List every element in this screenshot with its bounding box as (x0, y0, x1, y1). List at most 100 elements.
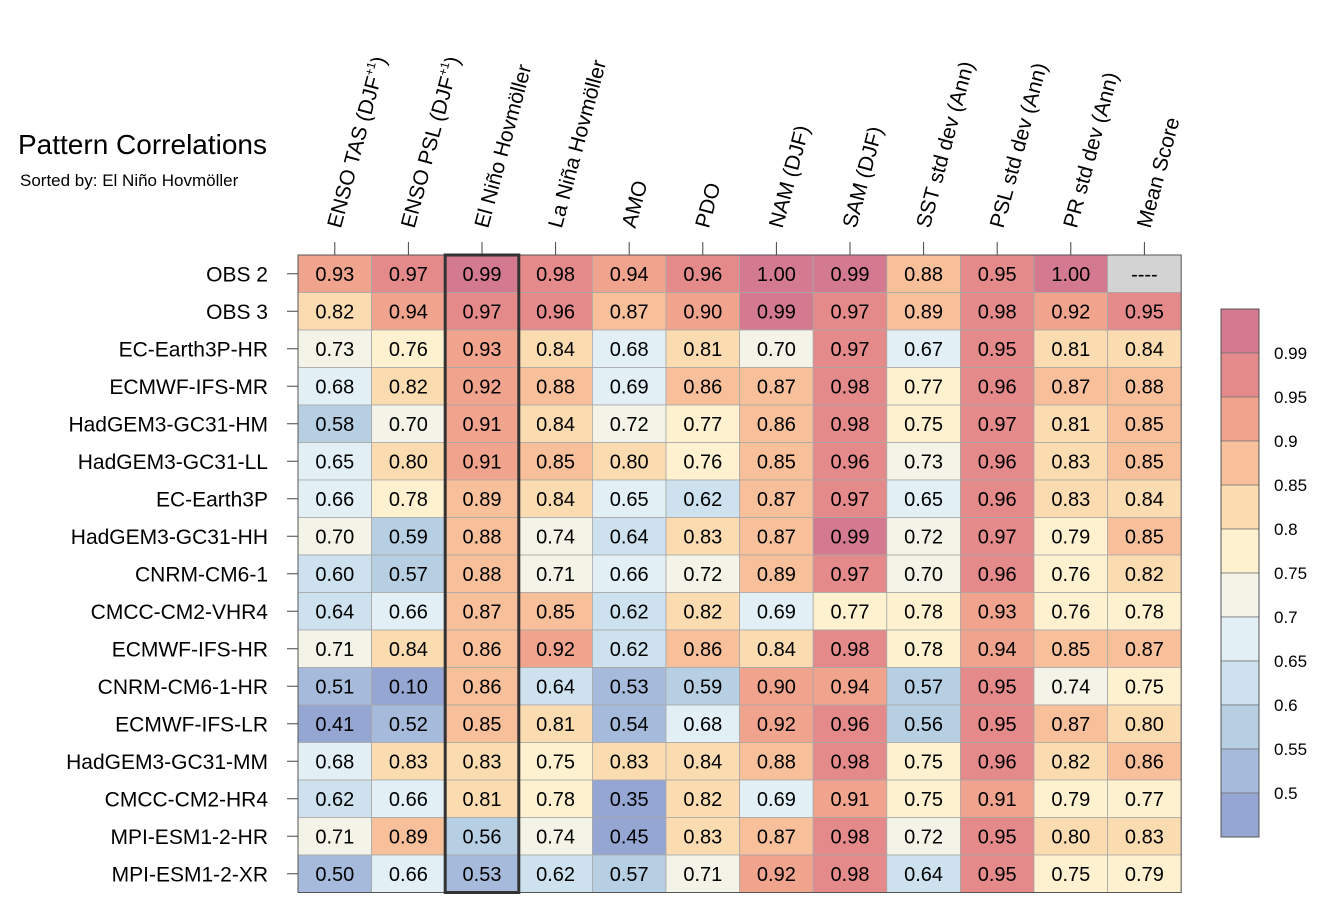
heatmap-cell (1107, 854, 1182, 893)
cell-value-label: 0.70 (315, 526, 354, 548)
heatmap-cell (1107, 367, 1182, 406)
cell-value-label: 0.78 (1125, 601, 1164, 623)
cell-value-label: 0.86 (463, 676, 502, 698)
cell-value-label: 0.64 (315, 601, 354, 623)
heatmap-cell (665, 442, 740, 481)
cell-value-label: 0.75 (1125, 676, 1164, 698)
heatmap-cell (371, 329, 446, 368)
cell-value-label: 0.93 (978, 601, 1017, 623)
cell-value-label: 0.97 (831, 564, 870, 586)
cell-value-label: 0.59 (683, 676, 722, 698)
cell-value-label: 0.64 (610, 526, 649, 548)
colorbar-tick-label: 0.8 (1274, 520, 1298, 539)
heatmap-cell (665, 779, 740, 818)
cell-value-label: 0.81 (1051, 339, 1090, 361)
cell-value-label: 0.87 (757, 376, 796, 398)
cell-value-label: 0.68 (315, 376, 354, 398)
cell-value-label: 0.89 (463, 489, 502, 511)
cell-value-label: 0.57 (610, 864, 649, 886)
sorted-column-highlight (443, 253, 521, 894)
heatmap-cell (665, 629, 740, 668)
cell-value-label: 0.74 (536, 826, 575, 848)
column-label: SST std dev (Ann) (912, 59, 979, 230)
cell-value-label: 0.64 (536, 676, 575, 698)
cell-value-label: 0.75 (536, 751, 575, 773)
heatmap-cell (960, 704, 1035, 743)
heatmap-cell (371, 667, 446, 706)
cell-value-label: 0.94 (831, 676, 870, 698)
cell-value-label: 0.84 (1125, 489, 1164, 511)
heatmap-cell (1033, 854, 1108, 893)
heatmap-cell (444, 592, 520, 631)
cell-value-label: 0.86 (683, 376, 722, 398)
cell-value-label: 0.62 (610, 601, 649, 623)
heatmap-cell (739, 779, 814, 818)
cell-value-label: 0.88 (757, 751, 796, 773)
cell-value-label: 0.85 (1051, 639, 1090, 661)
heatmap-cell (812, 329, 888, 368)
heatmap-cell (1107, 404, 1182, 443)
heatmap-cell (592, 667, 667, 706)
cell-value-label: 0.65 (904, 489, 943, 511)
heatmap-cell (592, 817, 667, 856)
cell-value-label: 0.98 (831, 826, 870, 848)
heatmap-cell (371, 704, 446, 743)
cell-value-label: 0.85 (1125, 526, 1164, 548)
heatmap-cell (518, 442, 593, 481)
heatmap-cell (592, 292, 667, 331)
cell-value-label: 0.75 (904, 414, 943, 436)
cell-value-label: 0.82 (389, 376, 428, 398)
cell-value-label: 0.84 (757, 639, 796, 661)
heatmap-cell (1107, 517, 1182, 556)
heatmap-cell (812, 817, 888, 856)
heatmap-cell (886, 442, 961, 481)
cell-value-label: 0.88 (536, 376, 575, 398)
heatmap-cell (297, 854, 372, 893)
cell-value-label: 0.72 (904, 526, 943, 548)
heatmap-cell (518, 404, 593, 443)
heatmap-cell (886, 629, 961, 668)
cell-value-label: 0.95 (978, 676, 1017, 698)
heatmap-cell (297, 254, 372, 293)
heatmap-cell (739, 592, 814, 631)
cell-value-label: 0.54 (610, 714, 649, 736)
cell-value-label: 0.96 (978, 564, 1017, 586)
column-label: PR std dev (Ann) (1059, 70, 1123, 230)
cell-value-label: 0.97 (831, 489, 870, 511)
cell-value-label: 0.62 (315, 789, 354, 811)
cell-value-label: 0.97 (831, 301, 870, 323)
row-label: HadGEM3-GC31-MM (66, 751, 268, 774)
row-label: CMCC-CM2-HR4 (105, 788, 269, 811)
colorbar-segment (1220, 308, 1260, 354)
heatmap-cell (960, 404, 1035, 443)
cell-value-label: 0.83 (1125, 826, 1164, 848)
cell-value-label: 0.99 (831, 526, 870, 548)
cell-value-label: 0.74 (1051, 676, 1090, 698)
cell-value-label: 0.66 (610, 564, 649, 586)
colorbar-tick-label: 0.9 (1274, 432, 1298, 451)
heatmap-cell (886, 554, 961, 593)
heatmap-cell (444, 854, 520, 893)
cell-value-label: 0.76 (1051, 601, 1090, 623)
heatmap-cell (886, 479, 961, 518)
colorbar-tick-label: 0.6 (1274, 696, 1298, 715)
cell-value-label: 0.62 (610, 639, 649, 661)
row-label: EC-Earth3P (156, 488, 268, 511)
cell-value-label: 0.78 (904, 601, 943, 623)
heatmap-cell (665, 742, 740, 781)
cell-value-label: 0.99 (831, 264, 870, 286)
heatmap-cell (739, 742, 814, 781)
cell-value-label: 0.98 (978, 301, 1017, 323)
cell-value-label: 0.92 (536, 639, 575, 661)
heatmap-cell (592, 367, 667, 406)
cell-value-label: 0.86 (683, 639, 722, 661)
heatmap-cell (960, 442, 1035, 481)
row-labels: OBS 2 OBS 3 EC-Earth3P-HR ECMWF-IFS-MR HadGE… (66, 263, 298, 886)
heatmap-cell (960, 779, 1035, 818)
cell-value-label: 0.41 (315, 714, 354, 736)
heatmap-cell (739, 442, 814, 481)
cell-value-label: 0.58 (315, 414, 354, 436)
colorbar-tick-label: 0.75 (1274, 564, 1307, 583)
heatmap-cell (960, 254, 1035, 293)
colorbar-tick-label: 0.7 (1274, 608, 1298, 627)
